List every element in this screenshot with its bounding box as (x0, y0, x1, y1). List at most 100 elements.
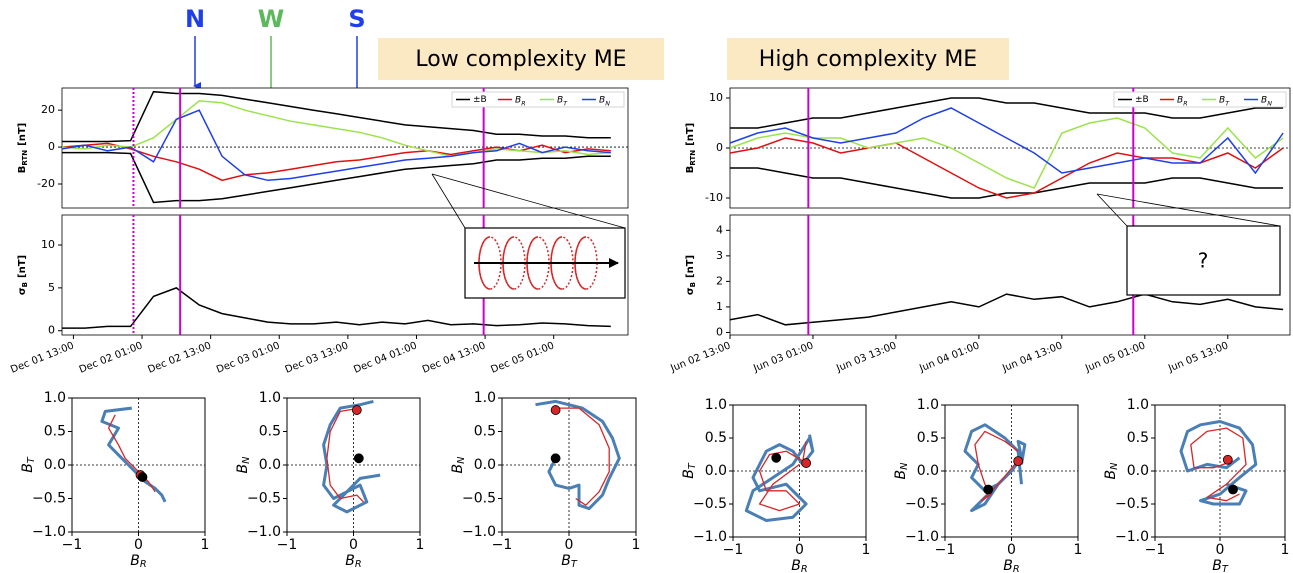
x-tick-label: Dec 03 13:00 (284, 340, 350, 375)
axis-label: BT (681, 462, 698, 479)
hodogram-line (1179, 420, 1258, 506)
axis-label-part: B (791, 558, 801, 573)
series-line (729, 117, 1284, 189)
axis-label-part: B (893, 470, 909, 480)
x-tick-label: 1 (201, 537, 210, 553)
axis-label: BR (791, 558, 807, 573)
axis-label-part: B (130, 553, 140, 569)
hodogram: −1 0 1 −1.0 −0.5 0.0 0.5 1.0 (247, 390, 424, 553)
y-tick-label: 1 (716, 300, 723, 313)
insets: ? (431, 173, 1281, 299)
unknown-label: ? (1198, 249, 1209, 273)
zoom-line (1096, 193, 1281, 227)
y-tick-label: −0.5 (462, 491, 496, 507)
y-tick-label: -20 (37, 177, 55, 190)
y-tick-label: −1.0 (247, 524, 281, 540)
series-line (61, 100, 611, 158)
axis-label: BN (235, 456, 252, 474)
x-tick-label: −1 (1145, 542, 1166, 558)
legend-label: BR (515, 95, 526, 108)
y-tick-label: 0.5 (705, 430, 727, 446)
x-tick-label: 0 (795, 542, 804, 558)
y-tick-label: 10 (41, 238, 55, 251)
legend-label: BT (1219, 95, 1230, 108)
x-tick-label: 1 (1281, 542, 1290, 558)
time-panel: -20 0 20 ±B BR BT BN (37, 87, 629, 209)
x-tick-label: Jun 02 13:00 (668, 340, 732, 374)
y-tick-label: 0.5 (474, 424, 496, 440)
axis-label: BT (1212, 558, 1229, 573)
y-tick-label: 5 (48, 281, 55, 294)
hodogram-point (1013, 456, 1024, 467)
axis-label-part: B (1103, 470, 1119, 480)
legend-label: BN (1261, 95, 1272, 108)
axis-label-part: T (1222, 564, 1229, 573)
x-tick-label: 0 (565, 537, 574, 553)
axis-label-part: [nT] (17, 123, 28, 146)
axis-label-part: [nT] (685, 123, 696, 146)
legend-box (451, 91, 625, 108)
axis-label: BRTN [nT] (685, 123, 697, 173)
y-tick-label: 0.5 (1127, 430, 1149, 446)
axis-label-part: [nT] (17, 255, 28, 278)
x-tick-label: Dec 02 13:00 (146, 340, 212, 375)
axis-label-part: B (1003, 558, 1013, 573)
legend-label: BR (1177, 95, 1188, 108)
axis-label-part: B (689, 282, 697, 287)
axis-label-part: N (899, 462, 910, 470)
axis-label-part: B (681, 469, 697, 479)
panel-title: Low complexity ME (415, 47, 626, 72)
hodogram: −1 0 1 −1.0 −0.5 0.0 0.5 1.0 (32, 390, 209, 553)
series-line (729, 137, 1284, 199)
y-tick-label: 0.0 (705, 463, 727, 479)
x-tick-label: −1 (492, 537, 513, 553)
y-tick-label: 1.0 (259, 390, 281, 406)
y-tick-label: 0 (716, 325, 723, 338)
hodogram-line (322, 399, 381, 514)
axis-label-part: N (456, 456, 467, 464)
y-tick-label: 0 (48, 324, 55, 337)
axis-label-part: T (571, 559, 578, 570)
y-tick-label: 0.5 (259, 424, 281, 440)
axis-label-part: R (801, 564, 808, 573)
hodogram-point (351, 405, 362, 415)
axis-label-part: N (1109, 462, 1120, 470)
axis-label: BN (450, 456, 467, 474)
zoom-line (431, 173, 626, 229)
axis-label-part: B (561, 553, 571, 569)
zoom-line (431, 173, 466, 229)
series-line (62, 90, 611, 143)
y-tick-label: 0.0 (259, 457, 281, 473)
axis-label-part: B (1212, 558, 1222, 573)
y-tick-label: 0.0 (1127, 463, 1149, 479)
hodogram-line (107, 414, 156, 493)
x-tick-label: Jun 05 01:00 (1083, 340, 1147, 374)
arrow-label: S (348, 5, 365, 33)
axis-label-part: T (26, 456, 37, 463)
axis-label-part: B (685, 166, 696, 174)
hodogram-line (758, 441, 807, 512)
x-tick-label: 1 (1074, 542, 1083, 558)
y-tick-label: −0.5 (905, 496, 939, 512)
arrow-label: W (258, 5, 284, 33)
y-tick-label: −1.0 (462, 524, 496, 540)
hodogram-point (1222, 454, 1233, 465)
legend-label: BN (599, 95, 610, 108)
x-tick-label: Dec 01 13:00 (9, 340, 75, 375)
y-tick-label: −0.5 (32, 491, 66, 507)
axis-label-part: [nT] (685, 255, 696, 278)
axis-label-part: B (235, 464, 251, 474)
hodogram-point (801, 458, 812, 468)
hodogram-point (1228, 484, 1238, 495)
y-tick-label: 0 (716, 141, 723, 154)
hodogram-line (326, 407, 364, 503)
x-tick-label: Dec 04 13:00 (421, 340, 487, 375)
hodogram-line (100, 406, 167, 503)
y-tick-label: 1.0 (474, 390, 496, 406)
series-line (729, 107, 1284, 175)
axis-label: BR (1003, 558, 1019, 573)
axis-label-part: T (687, 462, 698, 469)
x-tick-label: −1 (723, 542, 744, 558)
x-tick-label: Dec 03 01:00 (215, 340, 281, 375)
axis-label: BRTN [nT] (17, 123, 29, 173)
